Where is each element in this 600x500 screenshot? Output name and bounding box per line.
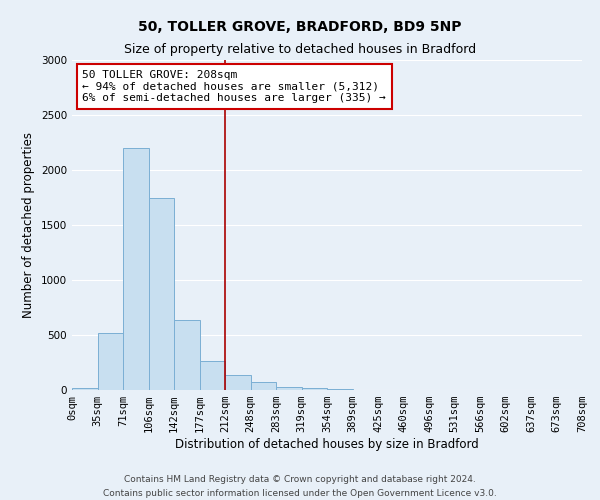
Bar — [225, 374, 251, 390]
Text: 50 TOLLER GROVE: 208sqm
← 94% of detached houses are smaller (5,312)
6% of semi-: 50 TOLLER GROVE: 208sqm ← 94% of detache… — [82, 70, 386, 103]
Bar — [327, 389, 353, 390]
Y-axis label: Number of detached properties: Number of detached properties — [22, 132, 35, 318]
Bar — [97, 333, 123, 390]
Bar — [149, 198, 174, 390]
Bar — [72, 388, 97, 390]
Text: 50, TOLLER GROVE, BRADFORD, BD9 5NP: 50, TOLLER GROVE, BRADFORD, BD9 5NP — [138, 20, 462, 34]
Bar — [123, 148, 149, 390]
Bar — [174, 320, 199, 390]
Bar — [251, 382, 276, 390]
Bar — [276, 386, 302, 390]
Bar — [199, 361, 225, 390]
Text: Size of property relative to detached houses in Bradford: Size of property relative to detached ho… — [124, 42, 476, 56]
Bar — [302, 388, 327, 390]
Text: Contains HM Land Registry data © Crown copyright and database right 2024.
Contai: Contains HM Land Registry data © Crown c… — [103, 476, 497, 498]
X-axis label: Distribution of detached houses by size in Bradford: Distribution of detached houses by size … — [175, 438, 479, 451]
